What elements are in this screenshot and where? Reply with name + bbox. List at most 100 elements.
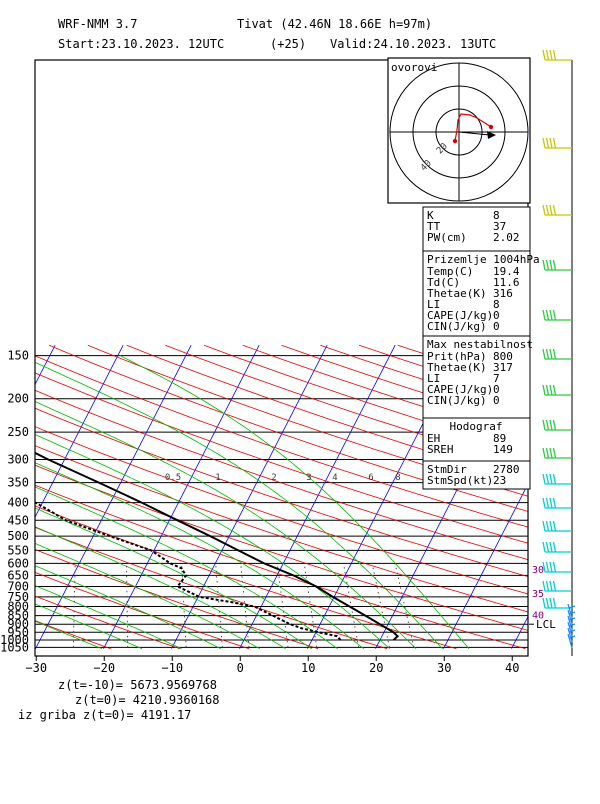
mixing-ratio-line bbox=[72, 563, 76, 648]
pressure-axis: 1502002503003504004505005506006507007508… bbox=[0, 349, 29, 655]
mixing-ratio-line bbox=[215, 563, 223, 648]
index-label: SREH bbox=[427, 443, 454, 456]
temperature-tick-label: −10 bbox=[161, 661, 183, 675]
dry-adiabat bbox=[203, 344, 528, 454]
dry-adiabat bbox=[35, 571, 250, 650]
index-box-title: Prizemlje 1004hPa bbox=[427, 253, 540, 266]
wind-speed-label: 30 bbox=[532, 565, 544, 576]
footer-line-2: z(t=0)= 4210.9360168 bbox=[75, 693, 220, 707]
index-label: PW(cm) bbox=[427, 231, 467, 244]
mixing-ratio-label: 2 bbox=[271, 473, 276, 483]
wind-barb bbox=[567, 609, 576, 625]
wind-barb bbox=[542, 419, 572, 431]
index-panel: K 8 TT 37 PW(cm) 2.02 Prizemlje 1004hPaTemp(C)… bbox=[422, 206, 540, 490]
dry-adiabat bbox=[35, 426, 528, 595]
wind-barb bbox=[542, 561, 572, 573]
wind-speed-label: 40 bbox=[532, 610, 544, 621]
index-label: LI bbox=[427, 372, 440, 385]
pressure-tick-label: 450 bbox=[7, 513, 29, 527]
dry-adiabat bbox=[35, 484, 526, 650]
temperature-tick-label: 30 bbox=[437, 661, 451, 675]
wind-barb bbox=[542, 497, 572, 509]
index-label: StmSpd(kt) bbox=[427, 474, 493, 487]
wind-barb bbox=[567, 627, 576, 643]
wind-barb bbox=[542, 204, 572, 216]
profiles bbox=[35, 451, 400, 641]
index-label: StmDir bbox=[427, 463, 467, 476]
wind-barb bbox=[542, 597, 572, 609]
index-box-title: Max nestabilnost bbox=[427, 338, 533, 351]
mixing-ratio-line bbox=[276, 563, 289, 648]
index-value: 8 bbox=[493, 209, 500, 222]
pressure-tick-label: 350 bbox=[7, 476, 29, 490]
index-value: 23 bbox=[493, 474, 506, 487]
moist-adiabat bbox=[35, 401, 417, 649]
temperature-tick-label: −20 bbox=[93, 661, 115, 675]
mixing-ratio-label: 6 bbox=[368, 473, 373, 483]
temperature-tick-label: 20 bbox=[369, 661, 383, 675]
index-value: 800 bbox=[493, 350, 513, 363]
temperature-tick-label: 0 bbox=[237, 661, 244, 675]
pressure-tick-label: 950 bbox=[7, 625, 29, 639]
wind-barb bbox=[542, 541, 572, 553]
mixing-ratio-line bbox=[181, 563, 187, 648]
index-box-title: Hodograf bbox=[450, 420, 503, 433]
index-label: CAPE(J/kg) bbox=[427, 383, 493, 396]
mixing-ratio-label: 4 bbox=[332, 473, 337, 483]
wind-barb bbox=[542, 473, 572, 485]
dry-adiabat bbox=[242, 344, 528, 440]
index-label: K bbox=[427, 209, 434, 222]
wind-barb bbox=[542, 259, 572, 271]
pressure-tick-label: 700 bbox=[7, 580, 29, 594]
pressure-tick-label: 200 bbox=[7, 392, 29, 406]
valid-time: Valid:24.10.2023. 13UTC bbox=[330, 37, 496, 51]
wind-barb bbox=[542, 384, 572, 396]
index-value: 0 bbox=[493, 309, 500, 322]
mixing-ratio-label: 1 bbox=[215, 473, 220, 483]
index-label: CIN(J/kg) bbox=[427, 394, 487, 407]
dry-adiabat bbox=[48, 344, 528, 512]
temperature-tick-label: −30 bbox=[25, 661, 47, 675]
index-label: Td(C) bbox=[427, 276, 460, 289]
moist-adiabat bbox=[35, 434, 391, 650]
wind-barb bbox=[542, 580, 572, 592]
moist-adiabat bbox=[35, 565, 221, 650]
index-value: 11.6 bbox=[493, 276, 520, 289]
wind-barb bbox=[542, 348, 572, 360]
wind-barb bbox=[542, 49, 572, 61]
location-title: Tivat (42.46N 18.66E h=97m) bbox=[237, 17, 432, 31]
index-label: Prit(hPa) bbox=[427, 350, 487, 363]
hodograph-panel: ovorovi 20 40 bbox=[387, 57, 531, 204]
index-value: 149 bbox=[493, 443, 513, 456]
mixing-ratio-label: 8 bbox=[395, 473, 400, 483]
storm-motion-vector bbox=[458, 131, 491, 136]
pressure-tick-label: 900 bbox=[7, 617, 29, 631]
moist-adiabat bbox=[35, 585, 182, 650]
dry-adiabat bbox=[35, 389, 528, 561]
footer-line-1: z(t=-10)= 5673.9569768 bbox=[58, 678, 217, 692]
moist-adiabat bbox=[35, 361, 443, 649]
hodograph-trace bbox=[454, 113, 492, 142]
pressure-tick-label: 300 bbox=[7, 453, 29, 467]
index-value: 7 bbox=[493, 372, 500, 385]
dry-adiabat bbox=[35, 445, 528, 613]
hodograph-start-dot bbox=[452, 138, 458, 144]
index-box bbox=[422, 460, 531, 490]
wind-barb bbox=[542, 447, 572, 459]
dry-adiabat bbox=[35, 620, 111, 650]
isotherm bbox=[443, 483, 528, 649]
dry-adiabat bbox=[35, 526, 388, 650]
mixing-ratio-label: 0.5 bbox=[165, 473, 181, 483]
pressure-tick-label: 650 bbox=[7, 568, 29, 582]
isotherm bbox=[35, 345, 124, 519]
moist-adiabat bbox=[35, 462, 364, 650]
pressure-tick-label: 600 bbox=[7, 556, 29, 570]
moist-adiabat bbox=[119, 355, 470, 649]
index-box bbox=[422, 335, 531, 421]
pressure-tick-label: 400 bbox=[7, 496, 29, 510]
index-value: 2780 bbox=[493, 463, 520, 476]
index-label: EH bbox=[427, 432, 440, 445]
footer-line-3: iz griba z(t=0)= 4191.17 bbox=[18, 708, 191, 722]
wind-barbs bbox=[542, 49, 576, 649]
